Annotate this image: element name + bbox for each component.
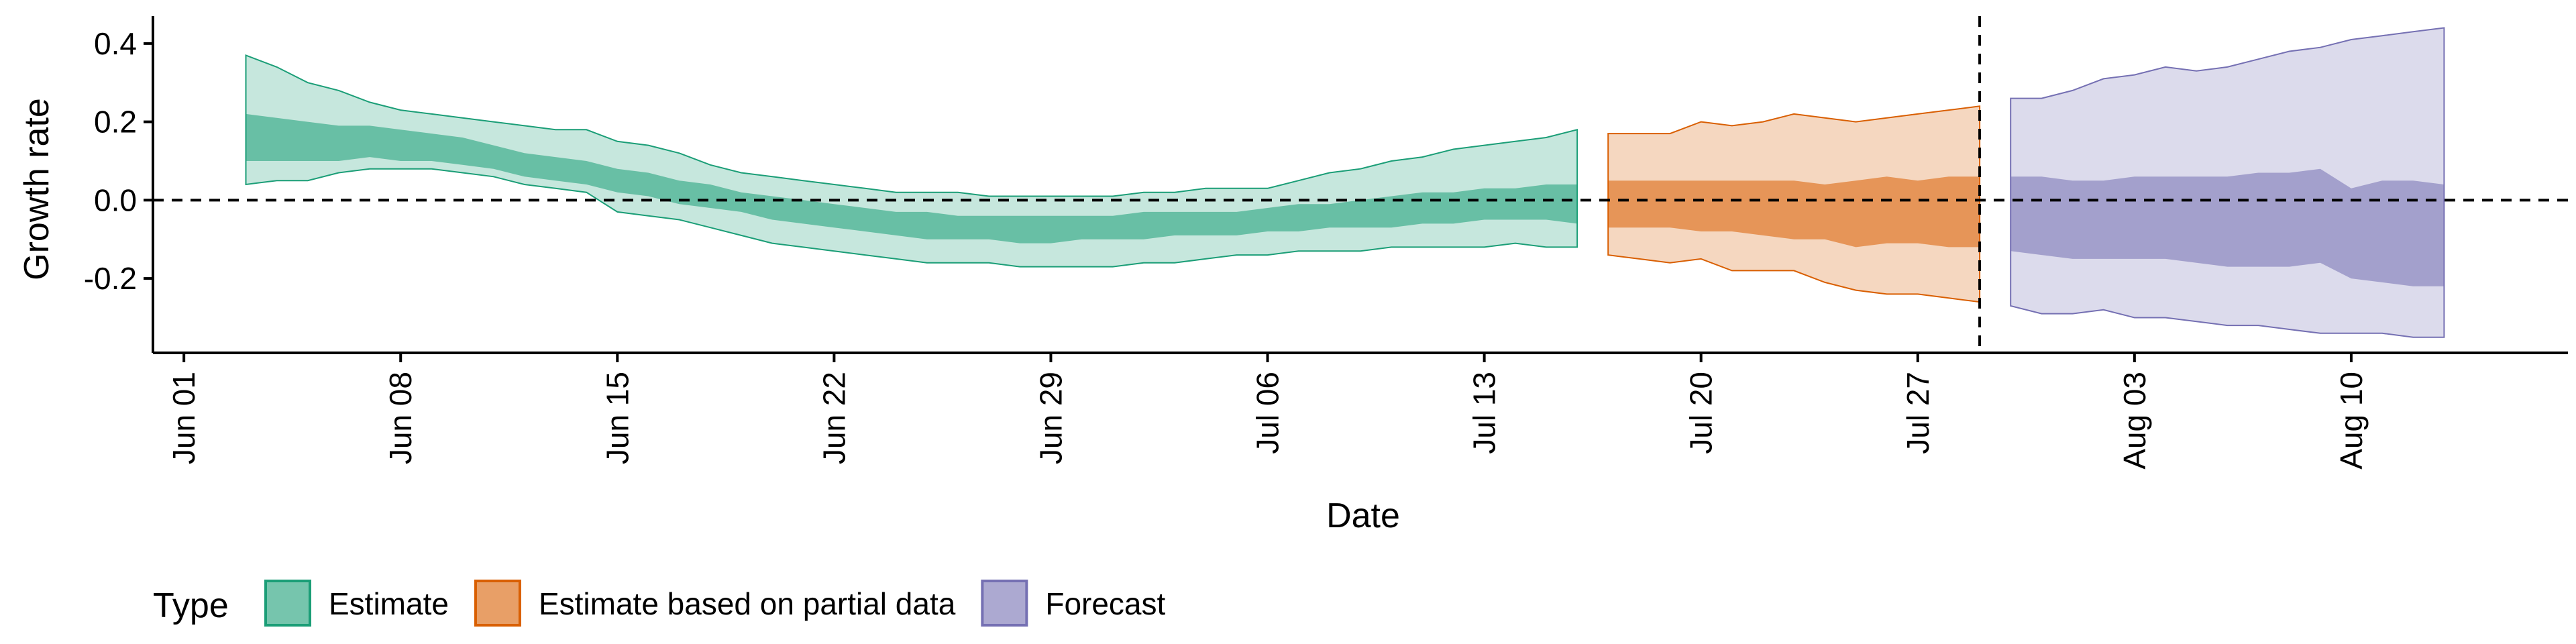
legend: Type Estimate Estimate based on partial d… bbox=[153, 580, 1166, 627]
x-ticks-layer: Jun 01 Jun 08 Jun 15 Jun 22 Jun 29 Jul 06 Jul … bbox=[166, 353, 2369, 470]
x-tick-label: Jun 08 bbox=[383, 372, 418, 464]
legend-title: Type bbox=[153, 586, 229, 625]
legend-key-estimate-based-on-partial-data bbox=[474, 580, 521, 627]
legend-key-forecast bbox=[981, 580, 1028, 627]
x-tick-label: Jun 22 bbox=[816, 372, 851, 464]
legend-label-forecast: Forecast bbox=[1045, 586, 1165, 621]
x-axis-title: Date bbox=[1326, 496, 1400, 535]
x-tick-label: Aug 03 bbox=[2117, 372, 2152, 470]
y-ticks-layer: -0.2 0.0 0.2 0.4 bbox=[84, 26, 153, 296]
band-50-forecast bbox=[2010, 168, 2445, 286]
reference-lines-layer bbox=[153, 16, 2568, 353]
y-tick-label: 0.2 bbox=[94, 105, 137, 140]
x-tick-label: Jul 06 bbox=[1250, 372, 1285, 454]
y-tick-label: 0.4 bbox=[94, 26, 137, 61]
x-tick-label: Jul 20 bbox=[1684, 372, 1719, 454]
band-50-estimate bbox=[246, 113, 1578, 244]
x-tick-label: Jul 27 bbox=[1900, 372, 1935, 454]
y-tick-label: -0.2 bbox=[84, 261, 137, 296]
x-tick-label: Aug 10 bbox=[2334, 372, 2369, 470]
bands-layer bbox=[245, 27, 2445, 338]
y-axis-title: Growth rate bbox=[17, 98, 56, 280]
x-tick-label: Jun 01 bbox=[166, 372, 201, 464]
legend-label-estimate: Estimate bbox=[329, 586, 449, 621]
axes-layer bbox=[152, 16, 2568, 354]
x-tick-label: Jun 29 bbox=[1033, 372, 1068, 464]
legend-key-estimate bbox=[264, 580, 311, 627]
x-tick-label: Jun 15 bbox=[600, 372, 635, 464]
y-tick-label: 0.0 bbox=[94, 182, 137, 217]
legend-label-estimate-based-on-partial-data: Estimate based on partial data bbox=[539, 586, 956, 621]
x-tick-label: Jul 13 bbox=[1467, 372, 1502, 454]
band-50-estimate-based-on-partial-data bbox=[1608, 176, 1980, 248]
